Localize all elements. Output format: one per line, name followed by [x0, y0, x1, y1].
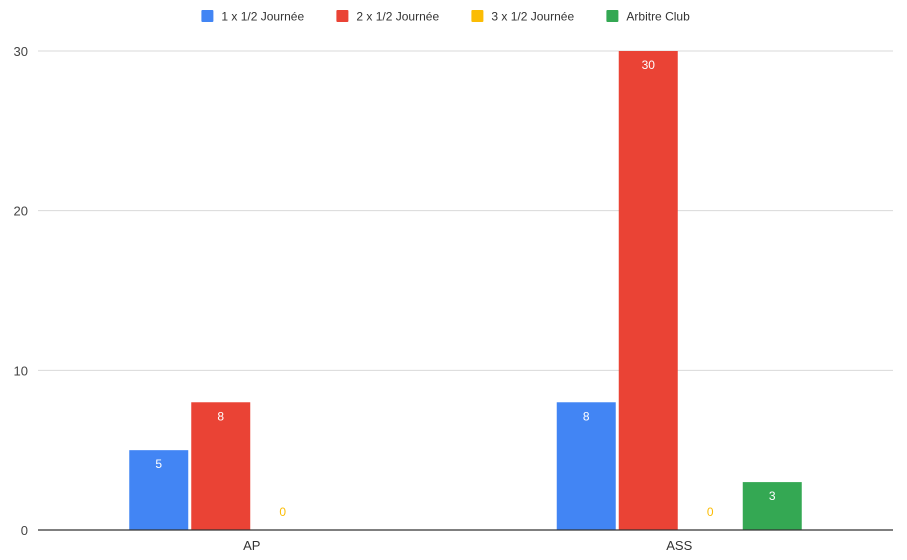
legend-swatch-4: [606, 10, 619, 22]
legend-label-1: 1 x 1/2 Journée: [221, 10, 304, 24]
data-labels: 5 8 0 8 30 0 3: [155, 58, 776, 519]
bar-ap-series-2: [191, 402, 251, 530]
data-label-ap-series-1: 5: [155, 457, 162, 471]
grid: [38, 50, 893, 371]
x-tick-label-ap: AP: [243, 538, 260, 553]
legend-swatch-1: [201, 10, 214, 22]
legend-label-3: 3 x 1/2 Journée: [491, 10, 574, 24]
data-label-ass-series-4: 3: [769, 489, 776, 503]
legend-swatch-2: [336, 10, 349, 22]
legend-label-4: Arbitre Club: [626, 10, 690, 24]
y-tick-label-30: 30: [14, 44, 28, 59]
legend-swatch-3: [471, 10, 484, 22]
y-tick-label-10: 10: [14, 363, 28, 378]
legend-label-2: 2 x 1/2 Journée: [356, 10, 439, 24]
data-label-ass-series-2: 30: [642, 58, 656, 72]
bar-ap-series-1: [129, 450, 189, 530]
y-tick-label-0: 0: [21, 523, 28, 538]
bar-ass-series-2: [618, 51, 678, 530]
bar-ass-series-4: [742, 482, 802, 530]
data-label-ap-series-2: 8: [217, 409, 224, 423]
y-tick-label-20: 20: [14, 204, 28, 219]
bar-ass-series-1: [556, 402, 616, 530]
data-label-ass-series-1: 8: [583, 409, 590, 423]
bars: [129, 51, 802, 530]
data-label-ass-series-3: 0: [707, 505, 714, 519]
x-tick-label-ass: ASS: [666, 538, 692, 553]
legend: 1 x 1/2 Journée 2 x 1/2 Journée 3 x 1/2 Jo…: [201, 10, 690, 24]
data-label-ap-series-3: 0: [279, 505, 286, 519]
